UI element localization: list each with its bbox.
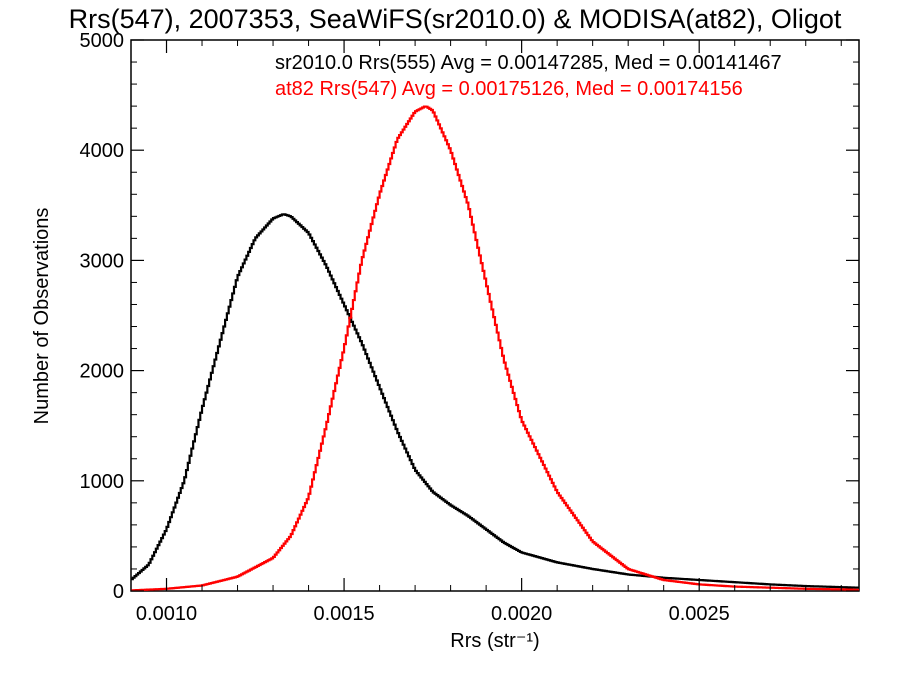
y-tick-label: 4000	[80, 140, 125, 162]
x-tick-label: 0.0015	[313, 603, 374, 625]
y-tick-label: 3000	[80, 250, 125, 272]
plot-frame	[130, 39, 860, 592]
series-layer	[130, 105, 860, 592]
series-2	[130, 105, 860, 592]
y-tick-label: 0	[113, 581, 124, 603]
chart-title: Rrs(547), 2007353, SeaWiFS(sr2010.0) & M…	[69, 4, 842, 34]
annotation-stats-at82: at82 Rrs(547) Avg = 0.00175126, Med = 0.…	[275, 78, 743, 100]
x-tick-label: 0.0025	[669, 603, 730, 625]
y-tick-label: 2000	[80, 361, 125, 383]
x-tick-label: 0.0020	[491, 603, 552, 625]
series-line	[131, 213, 859, 589]
y-axis-label: Number of Observations	[31, 208, 53, 425]
series-1	[130, 213, 860, 589]
annotation-stats-sr2010: sr2010.0 Rrs(555) Avg = 0.00147285, Med …	[275, 52, 782, 74]
series-line	[131, 105, 859, 592]
x-axis-label: Rrs (str⁻¹)	[450, 630, 539, 652]
axes-layer: 0.0010 0.0015 0.0020 0.0025 0 1000 2000 3000 400…	[80, 30, 859, 625]
y-tick-label: 5000	[80, 30, 125, 52]
x-tick-label: 0.0010	[136, 603, 197, 625]
y-tick-label: 1000	[80, 471, 125, 493]
